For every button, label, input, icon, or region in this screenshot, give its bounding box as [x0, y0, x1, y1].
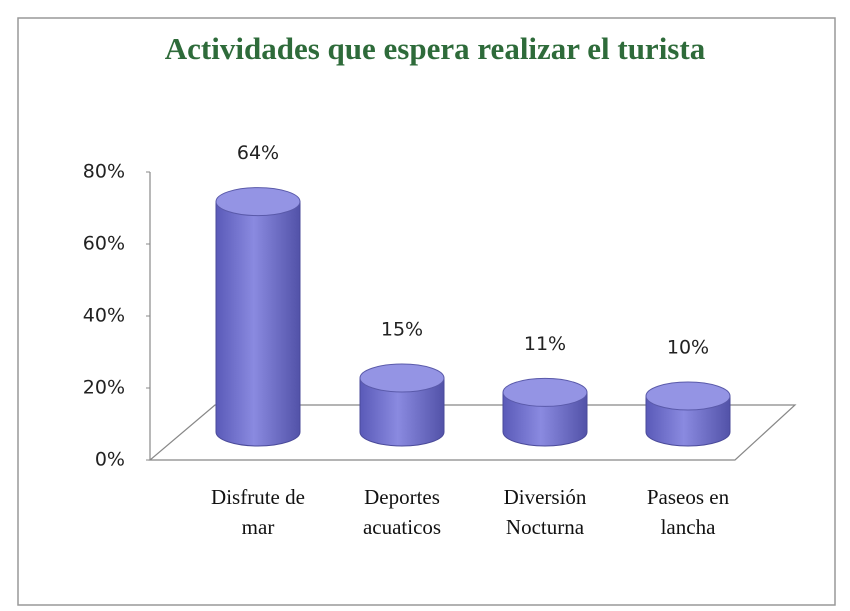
value-label: 11% — [524, 333, 566, 355]
value-label: 64% — [237, 142, 279, 164]
bar-top — [502, 377, 588, 407]
bar — [359, 377, 445, 447]
y-tick-label: 60% — [83, 233, 125, 255]
y-tick-label: 20% — [83, 377, 125, 399]
bar — [502, 391, 588, 447]
floor — [148, 404, 797, 461]
x-tick-label: Disfrute de mar — [211, 485, 305, 539]
chart-frame — [17, 17, 836, 606]
y-tick-label: 0% — [95, 449, 125, 471]
bar-top — [359, 363, 445, 393]
y-tick-label: 80% — [83, 161, 125, 183]
x-tick-label: Diversión Nocturna — [503, 485, 587, 539]
bar-top — [645, 381, 731, 411]
chart-title: Actividades que espera realizar el turis… — [165, 31, 706, 66]
x-tick-label: Deportes acuaticos — [362, 485, 442, 539]
y-tick-label: 40% — [83, 305, 125, 327]
value-label: 15% — [381, 319, 423, 341]
x-tick-label: Paseos en lancha — [646, 485, 730, 539]
bar — [215, 201, 301, 447]
bar-top — [215, 187, 301, 217]
value-label: 10% — [667, 337, 709, 359]
